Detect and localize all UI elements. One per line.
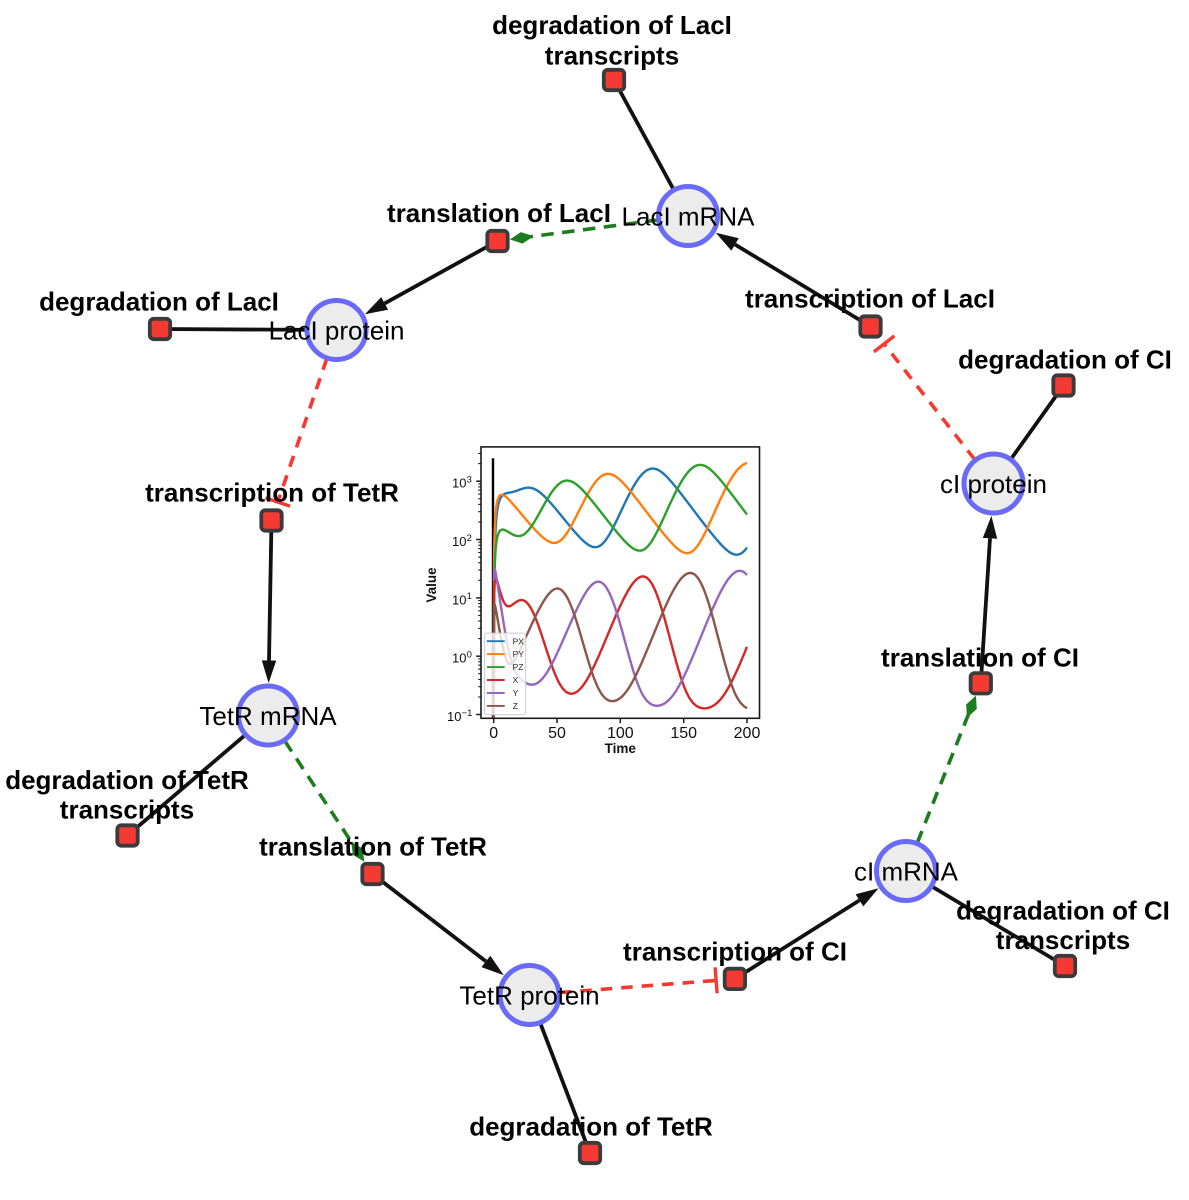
svg-text:−1: −1 (462, 708, 473, 719)
svg-text:X: X (513, 675, 519, 685)
svg-text:LacI protein: LacI protein (269, 315, 405, 345)
svg-text:LacI mRNA: LacI mRNA (622, 201, 756, 231)
svg-text:Time: Time (605, 741, 637, 756)
svg-text:PZ: PZ (513, 662, 524, 672)
svg-text:translation of CI: translation of CI (881, 642, 1079, 672)
svg-text:1: 1 (467, 591, 472, 602)
svg-text:transcription of CI: transcription of CI (623, 936, 847, 966)
svg-text:TetR mRNA: TetR mRNA (199, 701, 337, 731)
svg-text:cI protein: cI protein (940, 469, 1047, 499)
svg-text:translation of LacI: translation of LacI (387, 198, 611, 228)
svg-text:transcripts: transcripts (60, 794, 194, 824)
svg-text:100: 100 (607, 725, 634, 742)
svg-text:200: 200 (734, 725, 761, 742)
svg-text:2: 2 (467, 533, 472, 544)
svg-text:PX: PX (513, 636, 525, 646)
svg-text:0: 0 (467, 650, 472, 661)
svg-text:0: 0 (489, 725, 498, 742)
svg-text:transcription of LacI: transcription of LacI (745, 283, 995, 313)
svg-text:degradation of TetR: degradation of TetR (469, 1111, 713, 1141)
svg-text:3: 3 (467, 475, 472, 486)
svg-text:10: 10 (447, 709, 461, 724)
svg-text:degradation of LacI: degradation of LacI (492, 10, 732, 40)
svg-text:PY: PY (513, 649, 525, 659)
svg-text:cI mRNA: cI mRNA (854, 856, 959, 886)
svg-text:Y: Y (513, 688, 519, 698)
svg-text:150: 150 (670, 725, 697, 742)
svg-text:transcripts: transcripts (996, 925, 1130, 955)
svg-text:degradation of LacI: degradation of LacI (39, 286, 279, 316)
svg-text:degradation of CI: degradation of CI (956, 895, 1170, 925)
svg-text:Z: Z (513, 701, 518, 711)
svg-text:10: 10 (452, 592, 466, 607)
svg-text:translation of TetR: translation of TetR (259, 831, 487, 861)
svg-text:10: 10 (452, 476, 466, 491)
svg-text:transcription of TetR: transcription of TetR (145, 477, 399, 507)
svg-text:TetR protein: TetR protein (459, 980, 599, 1010)
svg-text:degradation of TetR: degradation of TetR (5, 765, 249, 795)
svg-text:50: 50 (548, 725, 566, 742)
svg-text:10: 10 (452, 651, 466, 666)
svg-text:10: 10 (452, 534, 466, 549)
svg-text:Value: Value (424, 567, 439, 603)
svg-text:transcripts: transcripts (545, 40, 679, 70)
svg-text:degradation of CI: degradation of CI (958, 344, 1172, 374)
